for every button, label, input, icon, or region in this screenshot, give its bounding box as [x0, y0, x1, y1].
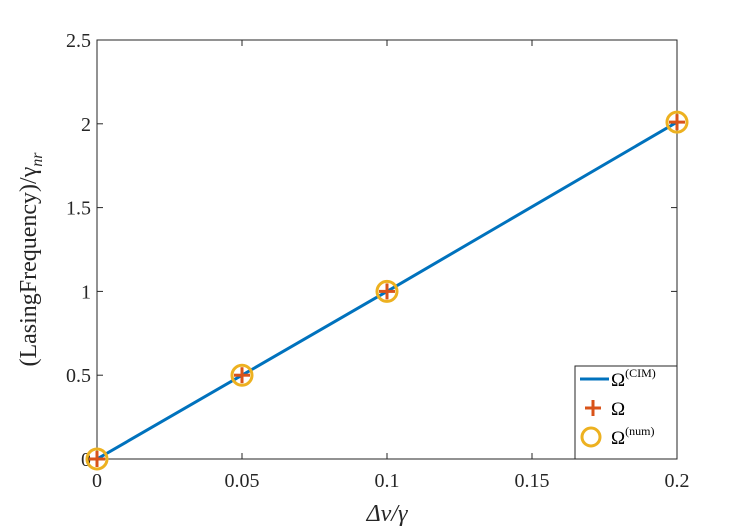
legend-label: Ω(CIM) — [611, 366, 656, 391]
legend: Ω(CIM) Ω Ω(num) — [574, 365, 678, 460]
x-tick-label: 0.05 — [225, 470, 260, 492]
x-tick-label: 0.15 — [515, 470, 550, 492]
circle-marker — [665, 110, 689, 134]
legend-circle-swatch — [580, 426, 602, 448]
circle-marker — [85, 447, 109, 471]
legend-label: Ω(num) — [611, 424, 654, 449]
legend-entry: Ω(num) — [580, 424, 654, 449]
y-tick-label: 1.5 — [66, 198, 91, 220]
y-axis-label-subscript: nr — [29, 152, 46, 167]
y-tick-label: 2 — [81, 114, 91, 136]
x-tick-label: 0 — [92, 470, 102, 492]
legend-label: Ω — [611, 399, 625, 420]
x-tick-label: 0.2 — [665, 470, 690, 492]
y-axis-label: (LasingFrequency)/γnr — [16, 152, 46, 367]
x-axis-label: Δν/γ — [366, 501, 408, 527]
y-axis-label-main: (LasingFrequency)/γ — [16, 166, 42, 366]
y-tick-label: 2.5 — [66, 30, 91, 52]
series-line — [96, 120, 678, 461]
series-plus-marker — [89, 114, 685, 467]
y-tick-label: 1 — [81, 281, 91, 303]
legend-entry: Ω — [585, 399, 625, 420]
circle-marker — [230, 363, 254, 387]
y-tick-label: 0.5 — [66, 365, 91, 387]
series-line — [96, 120, 678, 461]
x-tick-label: 0.1 — [375, 470, 400, 492]
circle-marker — [375, 279, 399, 303]
legend-entry: Ω(CIM) — [580, 366, 656, 391]
series-layer — [85, 110, 689, 471]
series-circle-marker — [85, 110, 689, 471]
axis-ticks: 0 0.05 0.1 0.15 0.200.511.522.5 — [66, 30, 690, 492]
